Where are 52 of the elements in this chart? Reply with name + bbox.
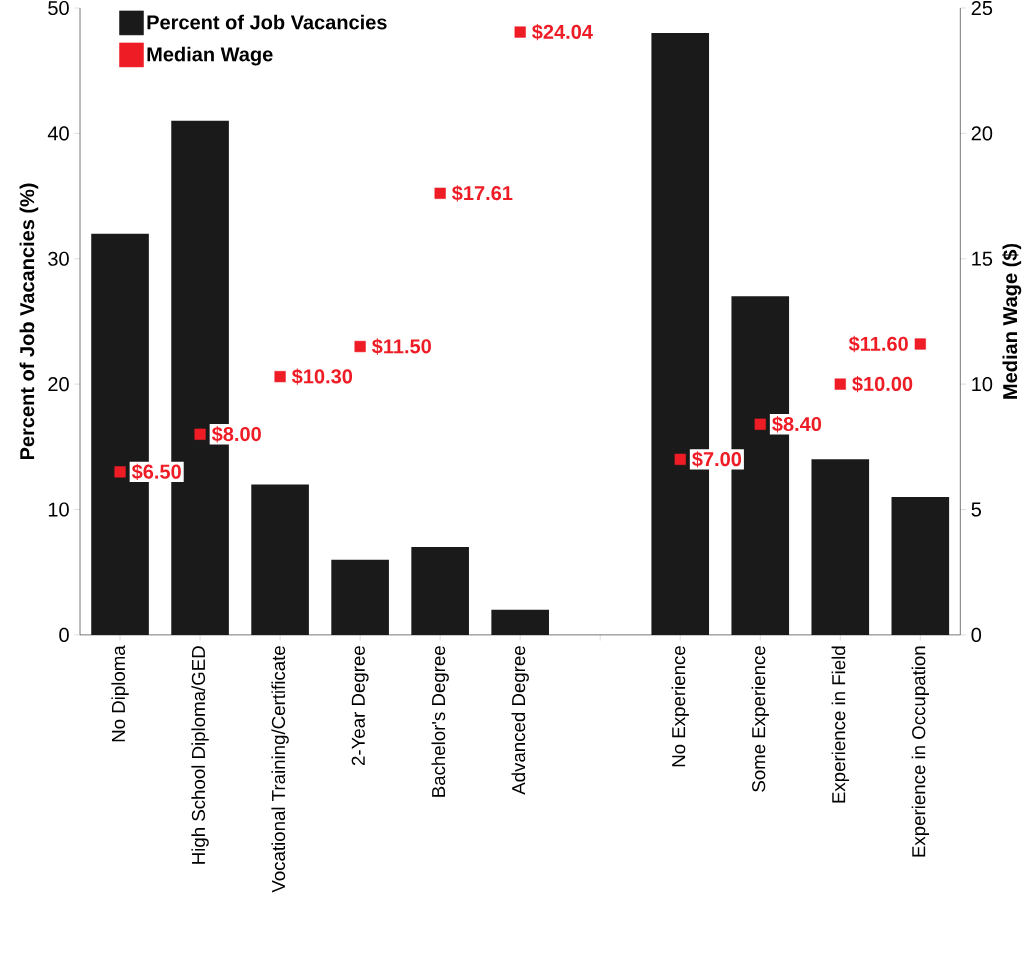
data-label: $8.00 bbox=[211, 425, 261, 443]
y2-tick-label: 0 bbox=[971, 627, 982, 642]
legend-label: Median Wage bbox=[147, 46, 273, 66]
y-tick-label: 20 bbox=[48, 376, 69, 392]
point bbox=[914, 338, 926, 350]
x-tick-label: High School Diploma/GED bbox=[191, 646, 209, 864]
x-tick-label: Bachelor's Degree bbox=[431, 645, 449, 797]
y2-tick-label: 15 bbox=[972, 251, 993, 266]
x-tick-label: Some Experience bbox=[751, 645, 769, 792]
y-axis-title: Percent of Job Vacancies (%) bbox=[19, 183, 39, 459]
bar bbox=[891, 496, 950, 635]
bar bbox=[811, 459, 870, 635]
data-label: $6.50 bbox=[131, 463, 181, 480]
x-tick-label: Experience in Occupation bbox=[911, 646, 930, 857]
point bbox=[754, 418, 766, 430]
point bbox=[274, 370, 286, 383]
data-label: $17.61 bbox=[452, 184, 513, 202]
x-tick-label: Advanced Degree bbox=[511, 645, 529, 795]
y2-axis-title: Median Wage ($) bbox=[1002, 243, 1022, 399]
bar bbox=[491, 609, 549, 635]
data-label: $8.40 bbox=[772, 415, 822, 433]
y2-tick-label: 10 bbox=[972, 376, 993, 392]
y2-tick-label: 25 bbox=[971, 0, 993, 15]
y2-tick-label: 5 bbox=[971, 502, 982, 517]
bar bbox=[331, 559, 389, 635]
bar bbox=[251, 484, 309, 635]
data-label: $11.60 bbox=[848, 335, 908, 353]
data-label: $11.50 bbox=[372, 338, 431, 355]
bar bbox=[411, 546, 469, 635]
y2-tick-label: 20 bbox=[971, 126, 993, 141]
data-label: $10.30 bbox=[291, 368, 353, 385]
point bbox=[434, 187, 446, 199]
point bbox=[514, 26, 526, 38]
x-tick-label: Vocational Training/Certificate bbox=[271, 645, 289, 893]
y-tick-label: 30 bbox=[48, 251, 69, 266]
point bbox=[834, 378, 846, 390]
point bbox=[354, 340, 366, 352]
y-tick-label: 0 bbox=[59, 627, 69, 642]
point bbox=[674, 453, 686, 465]
x-tick-label: No Experience bbox=[671, 645, 689, 767]
y-tick-label: 40 bbox=[47, 126, 69, 141]
data-label: $10.00 bbox=[852, 375, 913, 393]
point bbox=[194, 428, 206, 440]
x-tick-label: 2-Year Degree bbox=[351, 645, 369, 765]
x-tick-label: Experience in Field bbox=[831, 646, 849, 803]
data-label: $24.04 bbox=[532, 23, 593, 41]
y-tick-label: 50 bbox=[48, 0, 69, 15]
data-label: $7.00 bbox=[692, 451, 742, 468]
y-tick-label: 10 bbox=[48, 502, 69, 517]
x-tick-label: No Diploma bbox=[111, 645, 129, 742]
legend-label: Percent of Job Vacancies bbox=[147, 14, 387, 30]
point bbox=[114, 466, 126, 478]
